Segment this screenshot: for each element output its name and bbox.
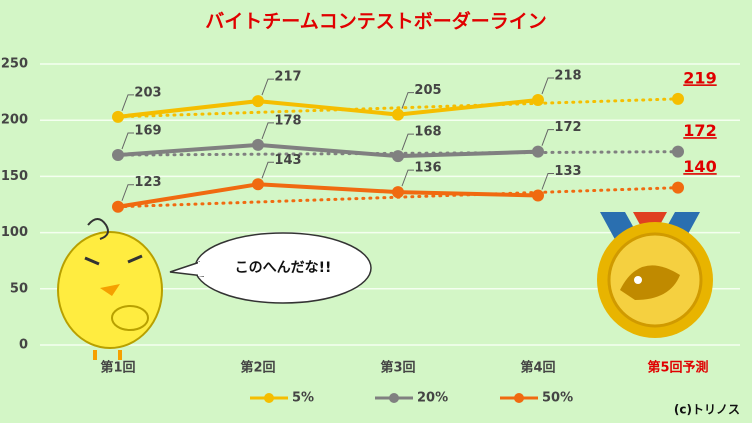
point — [532, 189, 544, 202]
label-leader — [401, 169, 414, 187]
label-leader — [541, 77, 554, 95]
data-label: 178 — [274, 113, 301, 128]
chick-illustration — [57, 218, 163, 360]
y-tick-label: 250 — [1, 57, 28, 72]
credit: (c)トリノス — [674, 403, 740, 417]
point — [112, 110, 124, 123]
series-line — [117, 97, 539, 119]
x-tick-label: 第1回 — [100, 360, 135, 376]
x-tick-label: 第5回予測 — [647, 360, 708, 376]
point — [112, 149, 124, 162]
label-leader — [121, 94, 134, 112]
x-tick-label: 第3回 — [380, 360, 415, 376]
legend-label: 50% — [542, 391, 573, 406]
point — [252, 178, 264, 191]
legend-label: 5% — [292, 391, 314, 406]
speech-bubble — [169, 232, 372, 304]
forecast-label: 219 — [683, 68, 716, 87]
x-tick-label: 第2回 — [240, 360, 275, 376]
y-tick-label: 200 — [1, 113, 28, 128]
series-line — [117, 182, 539, 209]
label-leader — [541, 129, 554, 146]
legend-label: 20% — [417, 391, 448, 406]
label-leader — [261, 161, 274, 179]
data-label: 136 — [414, 161, 441, 176]
forecast-line — [116, 97, 680, 119]
data-label: 123 — [134, 175, 161, 190]
data-label: 169 — [134, 124, 161, 139]
bubble-text: このへんだな!! — [235, 260, 332, 276]
data-label: 203 — [134, 85, 161, 100]
label-leader — [121, 184, 134, 201]
legend-dot — [264, 393, 274, 403]
point — [252, 138, 264, 151]
legend-dot — [514, 393, 524, 403]
point — [672, 145, 684, 158]
data-label: 168 — [414, 125, 441, 140]
data-label: 133 — [554, 164, 581, 179]
data-label: 218 — [554, 68, 581, 83]
chart-title: バイトチームコンテストボーダーライン — [205, 10, 546, 33]
legend-dot — [389, 393, 399, 403]
data-label: 217 — [274, 70, 301, 85]
point — [532, 145, 544, 158]
point — [392, 108, 404, 121]
label-leader — [121, 132, 134, 150]
label-leader — [541, 173, 554, 190]
point — [392, 186, 404, 199]
label-leader — [261, 122, 274, 140]
y-tick-label: 150 — [1, 169, 28, 184]
x-tick-label: 第4回 — [520, 360, 555, 376]
data-label: 172 — [554, 120, 581, 135]
medal-illustration — [597, 212, 713, 338]
point — [112, 200, 124, 213]
data-label: 205 — [414, 83, 441, 98]
y-tick-label: 100 — [1, 225, 28, 240]
point — [252, 95, 264, 108]
series-line — [117, 142, 539, 159]
data-label: 143 — [274, 153, 301, 168]
label-leader — [401, 133, 414, 151]
y-tick-label: 0 — [19, 338, 28, 353]
point — [532, 93, 544, 106]
y-tick-label: 50 — [10, 281, 28, 296]
forecast-label: 172 — [683, 121, 716, 140]
label-leader — [261, 78, 274, 96]
forecast-label: 140 — [683, 157, 716, 176]
point — [392, 150, 404, 163]
point — [672, 181, 684, 194]
label-leader — [401, 92, 414, 109]
point — [672, 92, 684, 105]
